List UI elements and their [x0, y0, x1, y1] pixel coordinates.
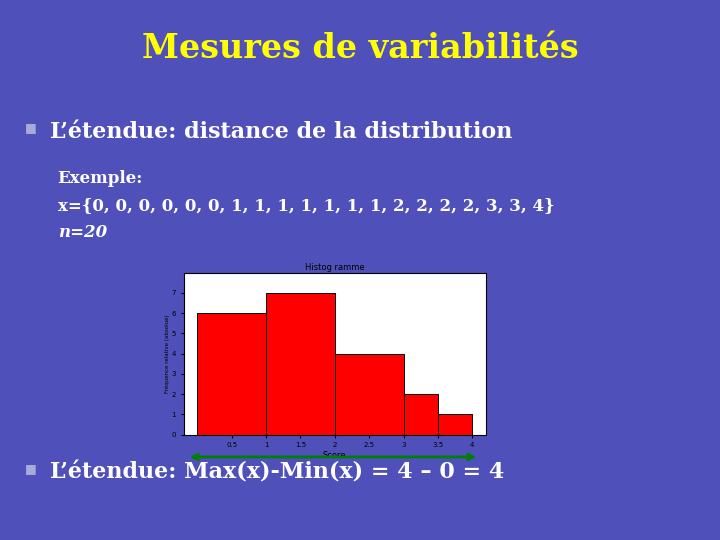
Bar	[438, 415, 472, 435]
Y-axis label: Fréquence relative (absolue): Fréquence relative (absolue)	[165, 314, 170, 393]
Bar	[335, 354, 403, 435]
Bar	[197, 313, 266, 435]
Text: ■: ■	[25, 122, 37, 134]
Bar	[266, 293, 335, 435]
Text: L’étendue: Max(x)-Min(x) = 4 – 0 = 4: L’étendue: Max(x)-Min(x) = 4 – 0 = 4	[50, 462, 505, 484]
Text: n=20: n=20	[58, 224, 107, 241]
Text: Exemple:: Exemple:	[58, 170, 143, 187]
Text: Mesures de variabilités: Mesures de variabilités	[142, 32, 578, 65]
Text: L’étendue: distance de la distribution: L’étendue: distance de la distribution	[50, 122, 513, 144]
X-axis label: Score: Score	[323, 451, 346, 460]
Text: x={0, 0, 0, 0, 0, 0, 1, 1, 1, 1, 1, 1, 1, 2, 2, 2, 2, 3, 3, 4}: x={0, 0, 0, 0, 0, 0, 1, 1, 1, 1, 1, 1, 1…	[58, 197, 554, 214]
Bar	[403, 394, 438, 435]
Text: ■: ■	[25, 462, 37, 475]
Title: Histog ramme: Histog ramme	[305, 263, 364, 272]
